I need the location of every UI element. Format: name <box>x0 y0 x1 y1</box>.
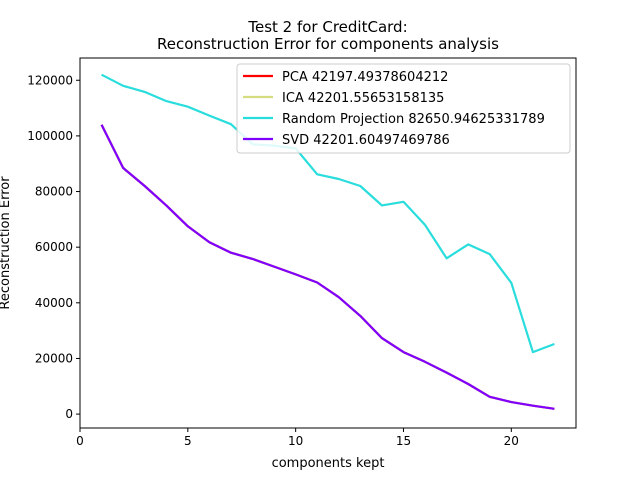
legend-label: Random Projection 82650.94625331789 <box>282 112 545 127</box>
y-tick-label: 40000 <box>35 296 73 310</box>
series-lines <box>100 73 555 410</box>
chart-subtitle: Reconstruction Error for components anal… <box>157 35 499 53</box>
y-tick-label: 0 <box>65 407 73 421</box>
legend-box <box>236 63 571 154</box>
y-tick-label: 120000 <box>27 73 73 87</box>
legend-label: SVD 42201.60497469786 <box>282 133 450 148</box>
plot-frame <box>79 57 577 429</box>
x-tick-label: 0 <box>76 434 84 448</box>
series-line-3 <box>100 124 555 410</box>
legend-label: ICA 42201.55653158135 <box>282 91 444 106</box>
x-tick-label: 15 <box>396 434 411 448</box>
legend-label: PCA 42197.49378604212 <box>282 70 448 85</box>
x-axis-label: components kept <box>272 456 385 471</box>
x-tick-label: 10 <box>288 434 303 448</box>
legend: PCA 42197.49378604212 ICA 42201.556531581… <box>236 63 571 154</box>
x-tick-label: 20 <box>504 434 519 448</box>
y-tick-label: 20000 <box>35 351 73 365</box>
x-tick-label: 5 <box>184 434 192 448</box>
y-tick-label: 100000 <box>27 129 73 143</box>
y-axis-label: Reconstruction Error <box>0 176 13 310</box>
x-axis-ticks: 0 5 10 15 20 <box>76 428 519 448</box>
series-line-2 <box>101 73 555 354</box>
y-axis-ticks: 0 20000 40000 60000 80000 100000 120000 <box>27 73 80 421</box>
chart-title: Test 2 for CreditCard: <box>247 18 407 36</box>
y-tick-label: 80000 <box>35 185 73 199</box>
y-tick-label: 60000 <box>35 240 73 254</box>
